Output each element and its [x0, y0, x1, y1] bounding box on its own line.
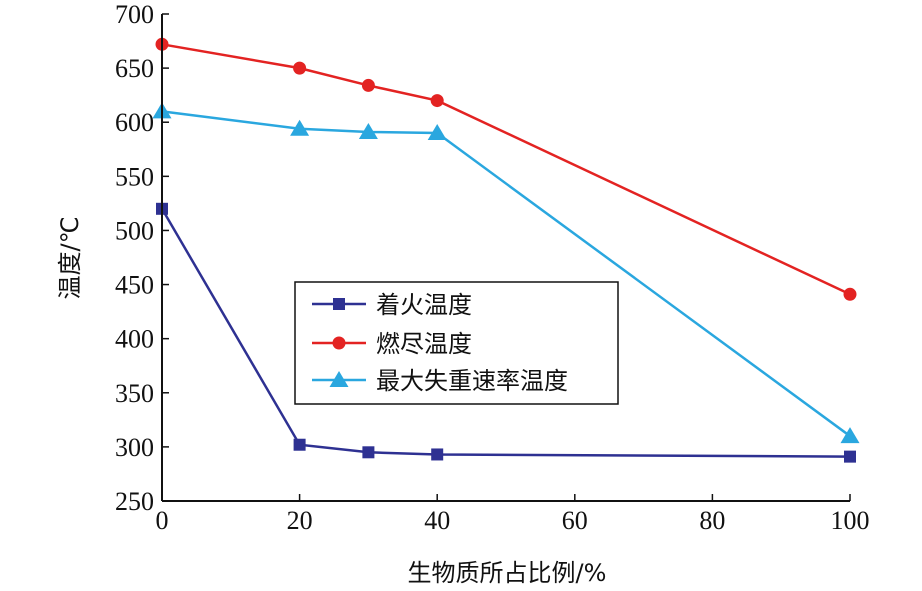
x-tick-label: 100	[831, 506, 870, 535]
y-tick-label: 700	[115, 0, 154, 29]
y-tick-label: 300	[115, 433, 154, 462]
y-tick-label: 400	[115, 325, 154, 354]
series-group	[152, 102, 860, 444]
data-point	[290, 119, 310, 136]
data-point	[843, 287, 857, 301]
data-point	[844, 450, 856, 463]
x-tick-label: 0	[156, 506, 169, 535]
data-point	[430, 94, 444, 108]
y-axis-title: 温度/℃	[56, 216, 84, 299]
data-point	[293, 61, 307, 75]
x-tick-label: 80	[699, 506, 725, 535]
legend-marker	[333, 298, 345, 310]
series-line	[161, 43, 851, 296]
x-tick-label: 40	[424, 506, 450, 535]
y-tick-label: 650	[115, 54, 154, 83]
x-axis-title: 生物质所占比例/%	[408, 559, 607, 587]
legend-marker	[329, 371, 349, 387]
data-point	[358, 122, 378, 139]
x-tick-label: 20	[287, 506, 313, 535]
x-axis-ticks: 0 20 40 60 80 100	[156, 494, 870, 535]
data-point	[293, 438, 306, 451]
legend-label: 燃尽温度	[376, 330, 472, 358]
legend-label: 着火温度	[376, 291, 472, 319]
y-tick-label: 550	[115, 162, 154, 191]
y-axis-ticks: 250 300 350 400 450 500 550 600 650 700	[115, 0, 169, 516]
data-point	[427, 124, 447, 141]
data-point	[362, 446, 375, 459]
y-tick-label: 600	[115, 108, 154, 137]
y-tick-label: 250	[115, 487, 154, 516]
y-tick-label: 350	[115, 379, 154, 408]
x-tick-label: 60	[562, 506, 588, 535]
series-group	[155, 37, 857, 301]
y-tick-label: 500	[115, 216, 154, 245]
plot-area	[152, 37, 860, 463]
data-point	[361, 78, 375, 92]
y-tick-label: 450	[115, 271, 154, 300]
legend-marker	[332, 336, 346, 350]
data-point	[840, 427, 860, 444]
data-point	[431, 448, 444, 461]
legend-label: 最大失重速率温度	[376, 367, 568, 395]
